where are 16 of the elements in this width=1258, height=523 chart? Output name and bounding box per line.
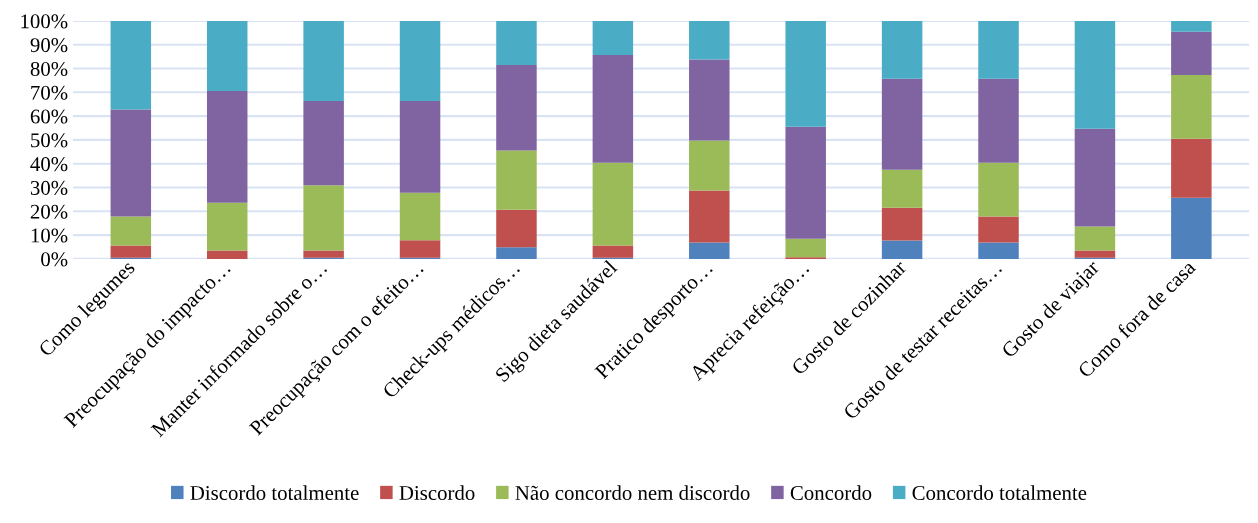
y-tick-label: 10%: [31, 228, 68, 243]
legend-label: Discordo: [399, 485, 475, 501]
y-tick-label: 100%: [21, 14, 68, 29]
y-tick-label: 80%: [30, 61, 68, 77]
y-tick-label: 90%: [30, 38, 68, 53]
y-tick-label: 50%: [31, 133, 68, 148]
y-tick-label: 60%: [30, 109, 68, 124]
y-tick-label: 40%: [30, 157, 68, 172]
legend-label: Concordo totalmente: [912, 485, 1087, 501]
y-tick-label: 20%: [30, 204, 68, 219]
legend-label: Não concordo nem discordo: [515, 485, 750, 501]
y-tick-label: 0%: [41, 252, 68, 267]
legend-label: Discordo totalmente: [190, 485, 359, 501]
y-tick-label: 30%: [30, 180, 68, 195]
y-tick-label: 70%: [31, 85, 68, 100]
legend-label: Concordo: [790, 485, 872, 501]
